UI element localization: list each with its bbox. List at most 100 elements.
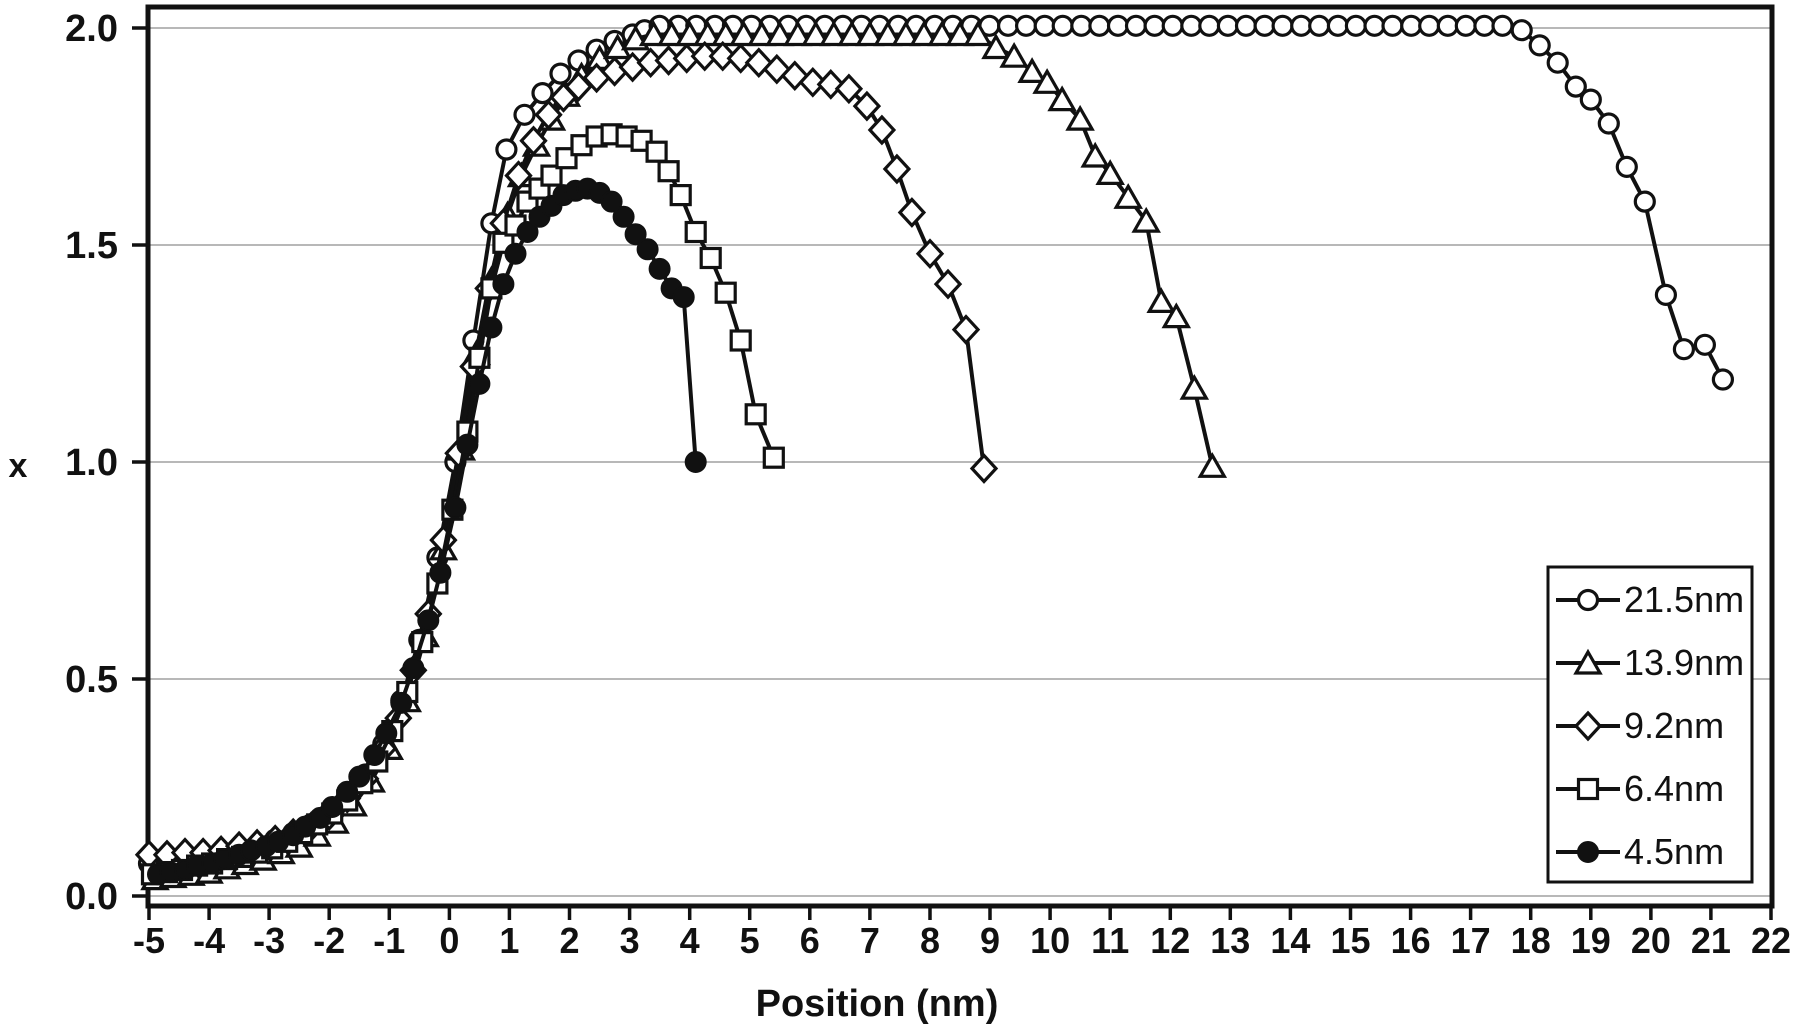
x-axis-tick-label: 15 — [1330, 920, 1370, 961]
circle-marker-icon — [480, 316, 503, 339]
square-marker-icon — [699, 246, 722, 270]
circle-marker-icon — [513, 103, 536, 126]
diamond-marker-icon — [834, 73, 864, 105]
triangle-marker-icon — [674, 20, 705, 47]
legend-circle-marker-icon — [1576, 588, 1600, 612]
circle-marker-icon — [636, 238, 659, 261]
x-axis-tick-label: 16 — [1391, 920, 1431, 961]
circle-marker-icon — [1381, 14, 1404, 37]
circle-marker-icon — [1308, 14, 1331, 37]
legend-entry-6.4nm: 6.4nm — [1556, 768, 1724, 809]
x-axis-tick-label: 7 — [860, 920, 880, 961]
x-axis-tick-label: 5 — [740, 920, 760, 961]
circle-marker-icon — [1579, 88, 1602, 111]
square-marker-icon — [645, 140, 668, 163]
y-axis-tick-label: 0.0 — [65, 876, 118, 918]
triangle-marker-icon — [891, 20, 921, 47]
diamond-marker-icon — [852, 90, 882, 122]
circle-marker-icon — [996, 14, 1020, 37]
x-axis-tick-label: 22 — [1751, 920, 1791, 961]
x-axis-tick-label: 11 — [1091, 920, 1129, 961]
circle-marker-icon — [1014, 14, 1038, 37]
triangle-marker-icon — [728, 20, 759, 47]
triangle-marker-icon — [1179, 373, 1210, 400]
x-axis-tick-label: 13 — [1210, 920, 1250, 961]
diamond-marker-icon — [882, 153, 912, 185]
triangle-marker-icon — [747, 20, 777, 47]
circle-marker-icon — [1546, 51, 1569, 74]
triangle-marker-icon — [963, 20, 993, 47]
x-axis-tick-label: 21 — [1691, 920, 1731, 961]
x-axis-tick-label: 8 — [920, 920, 940, 961]
square-marker-icon — [657, 160, 680, 183]
circle-marker-icon — [429, 561, 452, 584]
diamond-marker-icon — [915, 238, 945, 270]
circle-marker-icon — [1234, 14, 1258, 37]
triangle-marker-icon — [638, 20, 669, 47]
triangle-marker-icon — [945, 20, 975, 47]
triangle-marker-icon — [837, 20, 867, 47]
circle-marker-icon — [1564, 75, 1587, 98]
circle-marker-icon — [600, 190, 623, 213]
circle-marker-icon — [390, 691, 413, 714]
circle-marker-icon — [363, 744, 386, 766]
x-axis-tick-label: 17 — [1451, 920, 1491, 961]
circle-marker-icon — [1510, 19, 1533, 42]
square-marker-icon — [684, 220, 707, 244]
circle-marker-icon — [1528, 34, 1551, 57]
triangle-marker-icon — [873, 20, 903, 47]
circle-marker-icon — [321, 796, 344, 818]
circle-marker-icon — [531, 81, 554, 105]
square-marker-icon — [540, 164, 563, 187]
circle-marker-icon — [1033, 14, 1056, 37]
circle-marker-icon — [1672, 338, 1696, 361]
circle-marker-icon — [1418, 14, 1441, 37]
x-axis-tick-label: 0 — [439, 920, 459, 961]
circle-marker-icon — [1253, 14, 1276, 37]
circle-marker-icon — [348, 765, 371, 788]
x-axis-tick-label: -5 — [133, 920, 165, 961]
triangle-marker-icon — [1197, 452, 1228, 478]
triangle-marker-icon — [855, 20, 885, 47]
circle-marker-icon — [1363, 14, 1386, 37]
square-marker-icon — [714, 281, 737, 304]
y-axis-title: x — [9, 447, 28, 485]
circle-marker-icon — [1436, 14, 1459, 37]
legend-diamond-marker-icon — [1573, 710, 1603, 742]
diamond-marker-icon — [798, 66, 827, 98]
circle-marker-icon — [468, 372, 491, 395]
diamond-marker-icon — [969, 453, 999, 484]
circle-marker-icon — [1597, 112, 1620, 135]
circle-marker-icon — [1454, 14, 1477, 37]
triangle-marker-icon — [1131, 206, 1161, 233]
circle-marker-icon — [1400, 14, 1423, 37]
x-axis-tick-label: 6 — [800, 920, 820, 961]
diamond-marker-icon — [951, 314, 981, 345]
circle-marker-icon — [375, 722, 398, 745]
x-axis-tick-label: -3 — [253, 920, 285, 961]
circle-marker-icon — [402, 657, 425, 680]
diamond-marker-icon — [708, 40, 737, 72]
x-axis-tick-label: -4 — [193, 920, 225, 961]
diamond-marker-icon — [867, 114, 897, 146]
circle-marker-icon — [1271, 14, 1294, 37]
circle-marker-icon — [1473, 14, 1496, 37]
legend: 21.5nm 13.9nm 9.2nm 6.4nm 4.5nm — [1546, 565, 1754, 884]
plot-frame — [145, 4, 1775, 909]
circle-marker-icon — [1344, 14, 1368, 37]
circle-marker-icon — [612, 205, 635, 228]
square-marker-icon — [669, 184, 692, 207]
x-axis-tick-label: 18 — [1511, 920, 1551, 961]
legend-entry-21.5nm: 21.5nm — [1556, 579, 1744, 620]
circle-marker-icon — [495, 138, 518, 161]
triangle-marker-icon — [927, 20, 957, 47]
series-4.5nm — [147, 177, 707, 886]
diamond-marker-icon — [519, 125, 548, 157]
circle-marker-icon — [1198, 14, 1221, 37]
triangle-marker-icon — [801, 20, 831, 47]
x-axis-tick-label: 4 — [680, 920, 700, 961]
circle-marker-icon — [1693, 333, 1717, 356]
legend-entry-13.9nm: 13.9nm — [1556, 642, 1744, 683]
x-axis-tick-label: -1 — [373, 920, 405, 961]
